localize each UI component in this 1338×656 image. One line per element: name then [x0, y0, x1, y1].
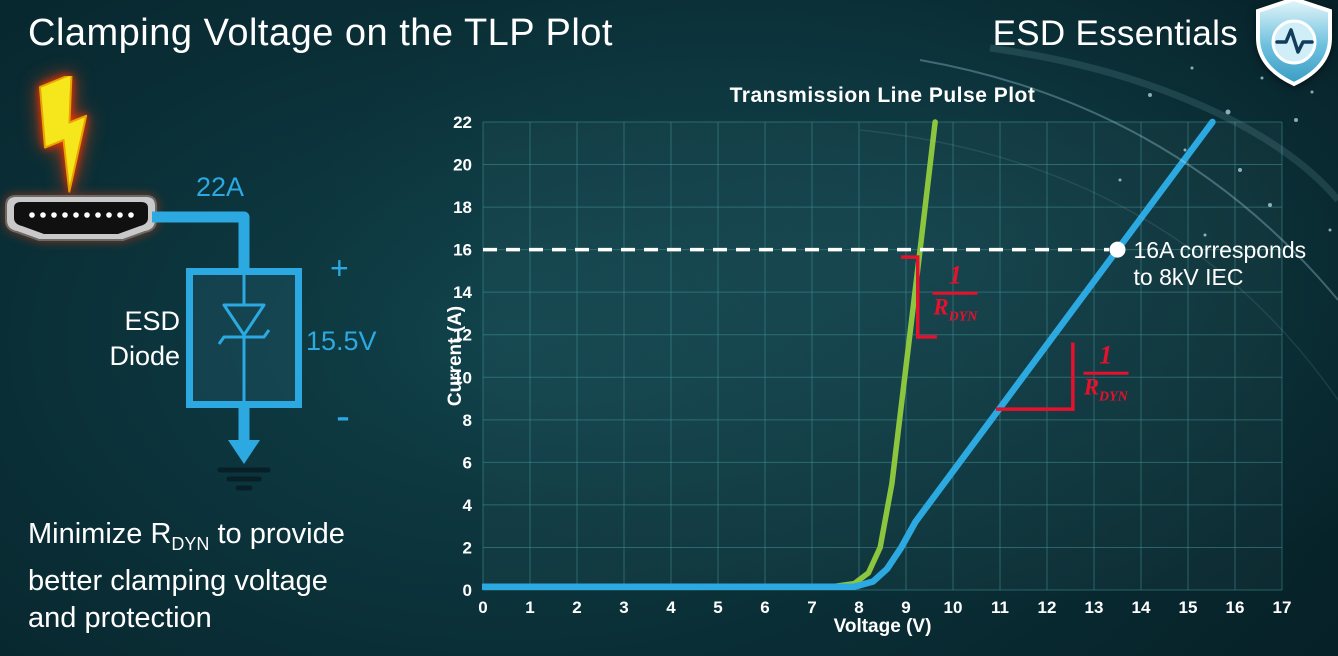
- x-tick-label: 3: [619, 598, 628, 617]
- footer-line2: better clamping voltage: [28, 564, 328, 597]
- footer-note: Minimize RDYN to provide better clamping…: [28, 516, 345, 637]
- x-tick-label: 1: [525, 598, 534, 617]
- x-tick-label: 6: [760, 598, 769, 617]
- minus-label: -: [336, 392, 350, 439]
- x-tick-label: 12: [1038, 598, 1057, 617]
- plus-label: +: [330, 250, 349, 286]
- esd-diode-box: [186, 268, 302, 408]
- footer-line1-sub: DYN: [171, 533, 210, 554]
- clamp-voltage-label: 15.5V: [306, 326, 377, 356]
- rdyn-fraction: 1 RDYN: [1083, 341, 1129, 406]
- x-tick-label: 15: [1179, 598, 1198, 617]
- footer-line1-pre: Minimize R: [28, 518, 172, 550]
- x-tick-label: 0: [478, 598, 487, 617]
- plot-area: [483, 122, 1282, 590]
- rdyn-fraction-denominator: RDYN: [1083, 374, 1128, 405]
- x-tick-label: 11: [991, 598, 1009, 617]
- footer-line3: and protection: [28, 601, 212, 634]
- x-axis-label: Voltage (V): [833, 616, 932, 637]
- footer-line1-post: to provide: [209, 518, 345, 550]
- marker-dot: [1109, 241, 1126, 258]
- device-label-line2: Diode: [109, 341, 180, 371]
- y-tick-label: 16: [453, 241, 472, 260]
- footer-line1: Minimize RDYN to provide: [28, 516, 345, 563]
- x-tick-label: 17: [1273, 598, 1292, 617]
- surge-current-label: 22A: [196, 172, 245, 202]
- y-tick-label: 4: [463, 496, 473, 515]
- ground-symbol: [217, 406, 271, 491]
- x-tick-label: 4: [666, 598, 676, 617]
- lightning-bolt-icon: [38, 76, 88, 193]
- surge-wire: [152, 211, 250, 274]
- series-low-rdyn-diode: [482, 119, 938, 590]
- marker-annotation-line2: to 8kV IEC: [1133, 263, 1244, 290]
- x-tick-label: 8: [854, 598, 863, 617]
- y-axis-label: Current (A): [445, 305, 466, 407]
- x-tick-label: 5: [713, 598, 722, 617]
- x-tick-label: 10: [944, 598, 963, 617]
- y-tick-label: 18: [453, 198, 472, 217]
- y-tick-label: 0: [463, 581, 472, 600]
- x-tick-label: 13: [1085, 598, 1104, 617]
- zener-diode-symbol: [217, 275, 271, 401]
- y-tick-label: 6: [463, 453, 472, 472]
- device-label-line1: ESD: [124, 306, 180, 336]
- shield-pulse-icon: [1256, 0, 1332, 87]
- x-tick-label: 9: [901, 598, 910, 617]
- device-label: ESD Diode: [40, 304, 180, 374]
- page-title: Clamping Voltage on the TLP Plot: [28, 12, 613, 54]
- rdyn-fraction-denominator: RDYN: [933, 294, 978, 325]
- x-tick-label: 2: [572, 598, 581, 617]
- x-tick-label: 7: [807, 598, 816, 617]
- brand-name: ESD Essentials: [992, 14, 1238, 53]
- y-tick-label: 22: [453, 113, 472, 132]
- y-tick-label: 2: [463, 538, 472, 557]
- y-tick-label: 20: [453, 156, 472, 175]
- hdmi-connector-icon: [5, 195, 157, 241]
- rdyn-fraction-numerator: 1: [1083, 341, 1129, 375]
- rdyn-fraction: 1 RDYN: [932, 261, 978, 326]
- x-tick-label: 14: [1132, 598, 1151, 617]
- marker-annotation-line1: 16A corresponds: [1133, 236, 1307, 263]
- chart-title: Transmission Line Pulse Plot: [729, 84, 1036, 107]
- x-tick-label: 16: [1226, 598, 1245, 617]
- rdyn-fraction-numerator: 1: [932, 261, 978, 295]
- marker-annotation: 16A corresponds to 8kV IEC: [1134, 237, 1307, 291]
